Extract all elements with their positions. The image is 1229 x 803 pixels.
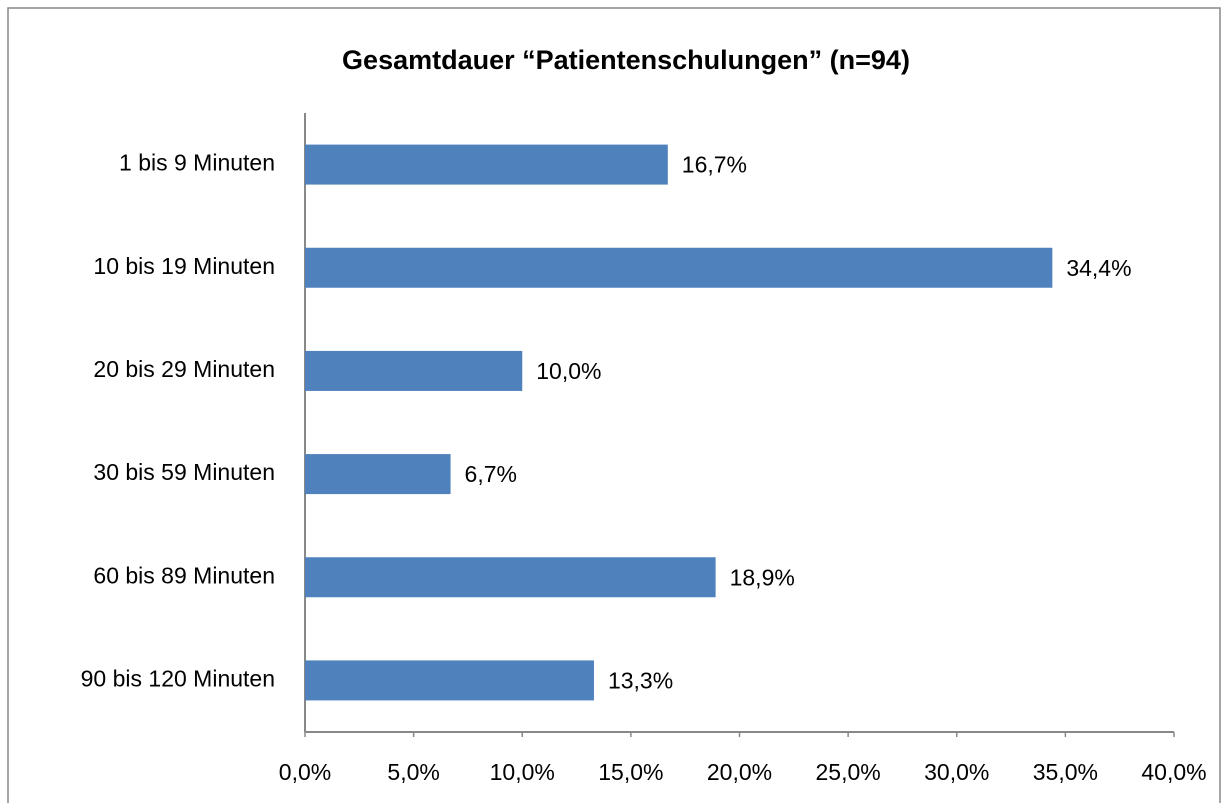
bar — [305, 454, 451, 495]
x-tick-label: 15,0% — [598, 759, 663, 785]
x-tick-label: 5,0% — [387, 759, 439, 785]
x-tick-label: 35,0% — [1033, 759, 1098, 785]
value-label: 16,7% — [682, 152, 747, 178]
y-tick-label: 90 bis 120 Minuten — [81, 665, 275, 691]
x-tick-label: 25,0% — [816, 759, 881, 785]
y-tick-label: 30 bis 59 Minuten — [93, 459, 275, 485]
value-label: 6,7% — [465, 461, 517, 487]
x-tick-label: 30,0% — [924, 759, 989, 785]
bar — [305, 660, 594, 701]
bar — [305, 144, 668, 185]
value-label: 13,3% — [608, 667, 673, 693]
y-tick-label: 60 bis 89 Minuten — [93, 562, 275, 588]
chart-frame — [7, 7, 1221, 803]
value-label: 18,9% — [730, 564, 795, 590]
y-tick-label: 1 bis 9 Minuten — [119, 150, 275, 176]
x-tick-label: 10,0% — [490, 759, 555, 785]
bar — [305, 247, 1053, 288]
chart-title: Gesamtdauer “Patientenschulungen” (n=94) — [342, 45, 910, 75]
y-tick-label: 10 bis 19 Minuten — [93, 253, 275, 279]
x-tick-label: 40,0% — [1141, 759, 1206, 785]
x-tick-label: 20,0% — [707, 759, 772, 785]
bar — [305, 557, 716, 598]
value-label: 10,0% — [536, 358, 601, 384]
bar — [305, 350, 523, 391]
y-tick-label: 20 bis 29 Minuten — [93, 356, 275, 382]
value-label: 34,4% — [1066, 255, 1131, 281]
x-tick-label: 0,0% — [279, 759, 331, 785]
